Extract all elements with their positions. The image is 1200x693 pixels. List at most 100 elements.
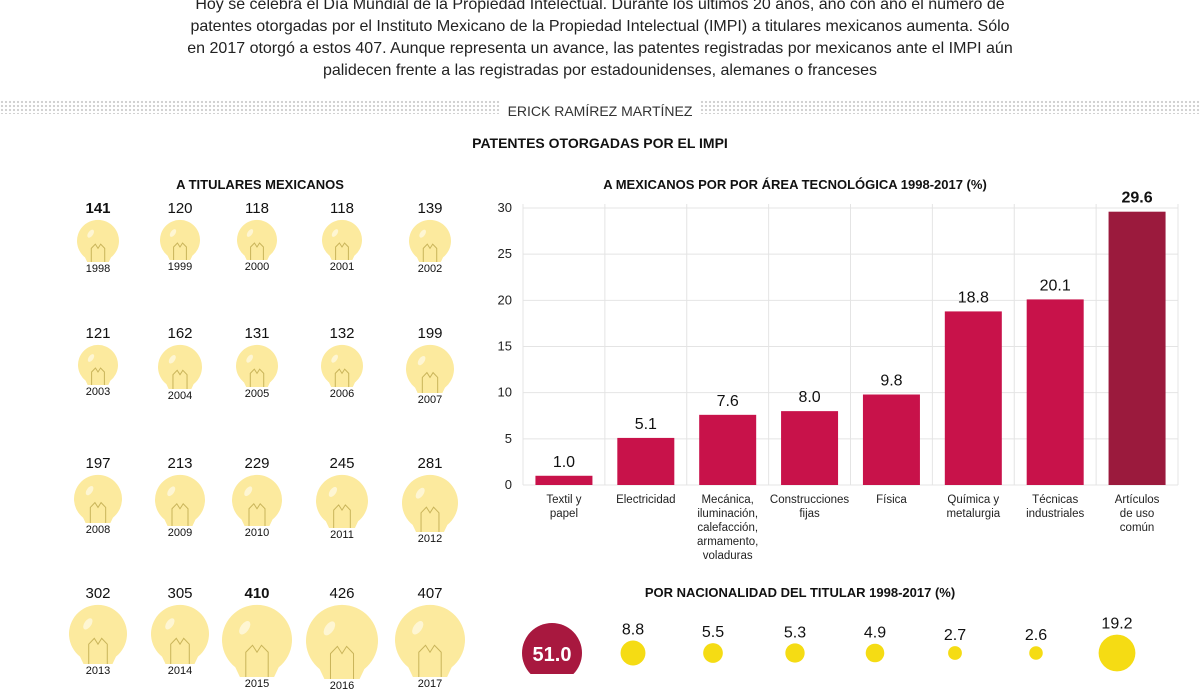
category-label: Técnicas: [1032, 494, 1078, 506]
lightbulb-icon: [78, 344, 118, 385]
lightbulb-icon: [321, 344, 363, 387]
bubble-value-label: 2.7: [944, 627, 966, 644]
bar: [944, 311, 1002, 485]
y-tick-label: 30: [498, 200, 512, 215]
bulb-item: 199 2007: [401, 325, 459, 407]
bulb-item: 197 2008: [69, 455, 127, 537]
lightbulb-icon: [402, 474, 458, 532]
lightbulb-icon: [151, 604, 209, 664]
bubble: [785, 643, 805, 663]
lightbulb-icon: [236, 344, 278, 387]
lightbulb-icon: [155, 474, 205, 526]
bulb-year: 1998: [85, 263, 111, 275]
bulb-year: 2005: [244, 388, 270, 400]
lightbulb-icon: [322, 219, 362, 260]
lightbulb-icon: [406, 344, 454, 393]
nationality-bubble-chart: 51.0 8.8 5.5 5.3 4.9 2.7 2.6 19.2: [522, 616, 1136, 674]
bulb-item: 426 2016: [301, 585, 383, 693]
category-label: Electricidad: [616, 494, 675, 506]
category-label: Construcciones: [770, 494, 850, 506]
category-label: común: [1120, 522, 1155, 534]
bulb-value: 197: [85, 455, 111, 472]
y-tick-label: 25: [498, 246, 512, 261]
lightbulb-icon: [409, 219, 451, 262]
bar: [535, 475, 593, 485]
bubble-value-label: 8.8: [622, 622, 644, 639]
tech-area-bar-chart: 0 5 10 15 20 25 30 1.0 Textil y papel 5.1 Electrici…: [498, 190, 1179, 562]
lightbulb-icon: [69, 604, 127, 664]
bar: [781, 411, 839, 485]
bulb-item: 141 1998: [72, 200, 124, 276]
bulb-value: 426: [329, 585, 355, 602]
bulb-item: 407 2017: [390, 585, 470, 691]
bulb-item: 245 2011: [311, 455, 373, 542]
bulb-item: 229 2010: [227, 455, 287, 540]
bulb-year: 2014: [167, 665, 193, 677]
bulb-item: 118 2000: [232, 200, 282, 274]
category-label: industriales: [1026, 508, 1084, 520]
category-label: fijas: [799, 508, 820, 520]
bulb-value: 139: [417, 200, 443, 217]
category-label: Artículos: [1115, 494, 1160, 506]
bubble: [1029, 646, 1043, 660]
bulb-value: 118: [330, 200, 354, 217]
lightbulb-icon: [222, 604, 292, 677]
bubble: [703, 643, 723, 663]
bulb-item: 302 2013: [64, 585, 132, 678]
bulb-year: 2013: [85, 665, 111, 677]
bulb-value: 199: [417, 325, 443, 342]
y-tick-label: 0: [505, 477, 512, 492]
bar: [617, 437, 675, 485]
bulb-item: 305 2014: [146, 585, 214, 678]
bulb-item: 162 2004: [153, 325, 207, 403]
intro-line: Hoy se celebra el Día Mundial de la Prop…: [195, 0, 1005, 13]
y-tick-label: 15: [498, 339, 512, 354]
lightbulb-icon: [232, 474, 282, 526]
bubble-value-label: 2.6: [1025, 627, 1047, 644]
bar: [862, 394, 920, 485]
bubble-value-label: 5.5: [702, 624, 724, 641]
bar-value-label: 1.0: [553, 454, 575, 471]
bar: [699, 414, 757, 485]
bar-value-label: 5.1: [635, 416, 657, 433]
author-byline: ERICK RAMÍREZ MARTÍNEZ: [500, 100, 700, 122]
bulb-item: 213 2009: [150, 455, 210, 540]
bulb-value: 141: [85, 200, 111, 217]
category-label: papel: [550, 508, 578, 520]
bubble-value-label: 51.0: [533, 644, 572, 666]
category-label: Textil y: [546, 494, 581, 506]
bulb-value: 162: [167, 325, 193, 342]
bulb-item: 281 2012: [397, 455, 463, 546]
category-label: Física: [876, 494, 907, 506]
bulb-item: 410 2015: [217, 585, 297, 691]
bulb-year: 2016: [329, 680, 355, 692]
bulb-year: 2017: [417, 678, 443, 690]
bulbs-title: A TITULARES MEXICANOS: [176, 177, 344, 192]
bar-value-label: 8.0: [798, 389, 820, 406]
bulb-year: 2000: [244, 261, 270, 273]
bulb-value: 118: [245, 200, 269, 217]
bulb-value: 121: [85, 325, 111, 342]
bulb-year: 2010: [244, 527, 270, 539]
category-label: voladuras: [703, 550, 753, 562]
bulb-value: 305: [167, 585, 193, 602]
lightbulb-icon: [237, 219, 277, 260]
intro-line: patentes otorgadas por el Instituto Mexi…: [190, 18, 1010, 35]
y-tick-label: 10: [498, 385, 512, 400]
intro-line: en 2017 otorgó a estos 407. Aunque repre…: [187, 40, 1013, 57]
bulb-item: 131 2005: [231, 325, 283, 401]
lightbulb-icon: [158, 344, 202, 389]
y-tick-label: 5: [505, 431, 512, 446]
bubble-value-label: 4.9: [864, 625, 886, 642]
bubble: [522, 623, 582, 674]
bubble: [1098, 634, 1136, 672]
bulb-year: 1999: [167, 261, 193, 273]
bulb-value: 407: [417, 585, 443, 602]
lightbulb-icon: [316, 474, 368, 528]
bar-value-label: 9.8: [880, 373, 902, 390]
lightbulb-icon: [160, 219, 200, 260]
intro-line: palidecen frente a las registradas por e…: [322, 62, 878, 79]
bar-value-label: 29.6: [1121, 190, 1152, 207]
category-label: de uso: [1120, 508, 1155, 520]
bulb-year: 2001: [329, 261, 355, 273]
